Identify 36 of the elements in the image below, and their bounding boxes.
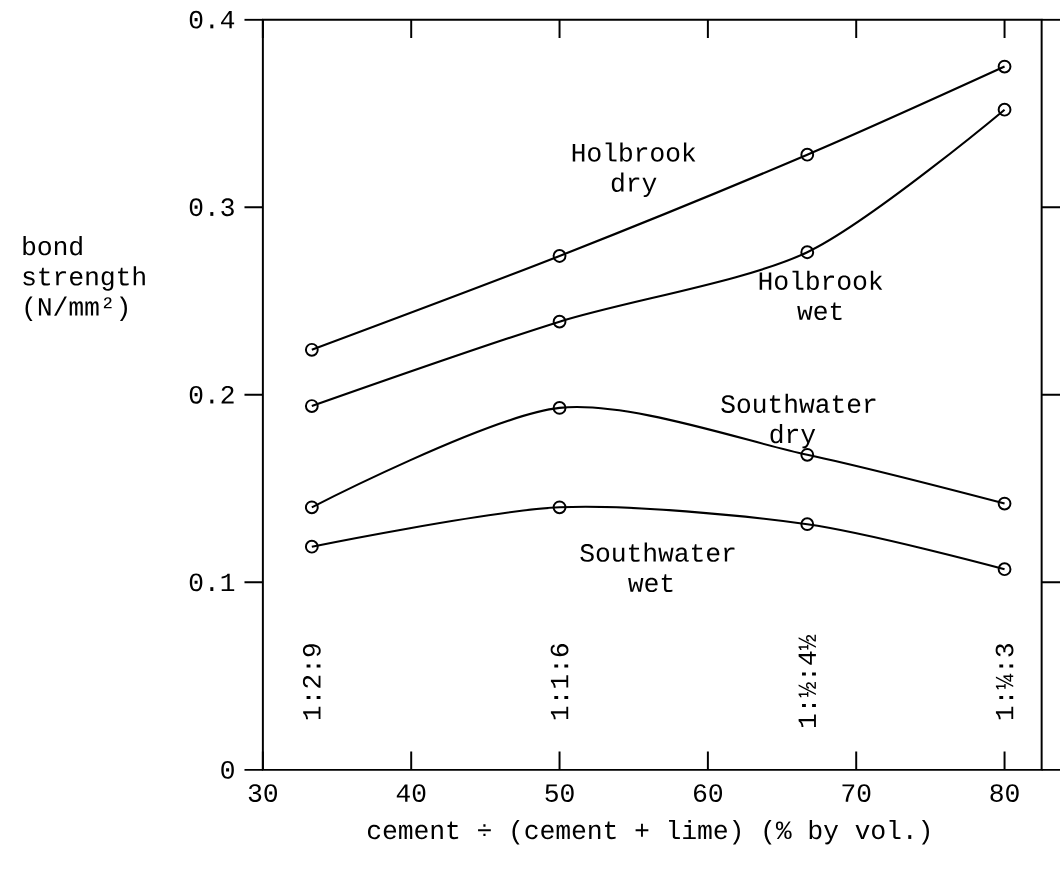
point bbox=[304, 399, 319, 413]
point bbox=[800, 147, 815, 162]
point bbox=[552, 401, 567, 415]
point bbox=[997, 496, 1012, 511]
point bbox=[997, 562, 1012, 577]
x-axis-title: cement ÷ (cement + lime) (% by vol.) bbox=[367, 819, 929, 845]
annotation: 1:½:4½ bbox=[798, 634, 816, 728]
y-tick-label: 0.2 bbox=[189, 385, 234, 404]
series-label: Southwater wet bbox=[580, 542, 735, 593]
point bbox=[304, 500, 319, 515]
series-label: Holbrook wet bbox=[759, 270, 883, 321]
annotation: 1:2:9 bbox=[302, 644, 321, 720]
point bbox=[800, 245, 815, 260]
y-tick-label: 0.3 bbox=[189, 198, 234, 217]
point bbox=[997, 102, 1012, 117]
series-label: Southwater dry bbox=[721, 393, 876, 449]
x-tick-label: 40 bbox=[396, 784, 426, 802]
y-tick-label: 0 bbox=[221, 760, 234, 779]
x-tick-label: 30 bbox=[248, 784, 278, 802]
annotation: 1:1:6 bbox=[550, 644, 569, 720]
point bbox=[304, 342, 319, 357]
x-tick-label: 70 bbox=[842, 784, 871, 802]
series-label: Holbrook dry bbox=[572, 142, 696, 198]
point bbox=[800, 517, 815, 532]
annotation: 1:¼:3 bbox=[995, 644, 1014, 720]
y-axis-title: bond strength (N/mm²) bbox=[23, 236, 145, 321]
point bbox=[997, 59, 1012, 74]
point bbox=[552, 314, 567, 329]
point bbox=[552, 249, 567, 263]
point bbox=[552, 500, 567, 515]
x-tick-label: 80 bbox=[990, 784, 1019, 802]
x-tick-label: 60 bbox=[694, 784, 723, 802]
y-tick-label: 0.4 bbox=[189, 10, 235, 29]
x-tick-label: 50 bbox=[545, 784, 574, 802]
y-tick-label: 0.1 bbox=[189, 573, 235, 592]
point bbox=[304, 539, 319, 554]
